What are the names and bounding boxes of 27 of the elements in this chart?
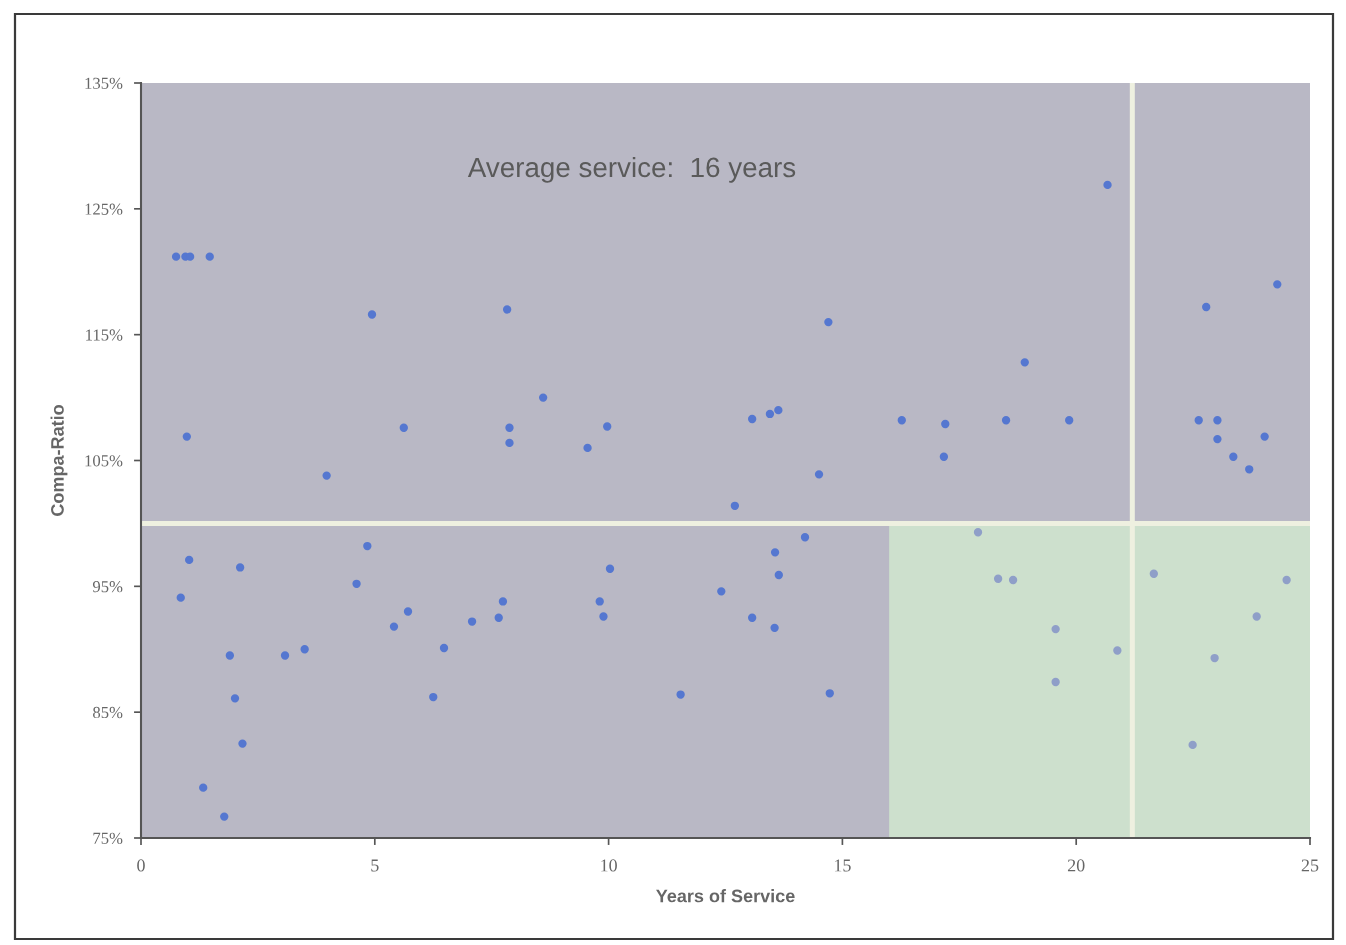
point — [1252, 612, 1261, 621]
x-tick-label: 25 — [1301, 859, 1319, 872]
x-tick-label: 0 — [137, 859, 145, 872]
point — [1282, 575, 1291, 585]
x-tick-label: 5 — [371, 859, 379, 872]
y-tick-label: 125% — [85, 203, 123, 215]
x-tick-label: 10 — [601, 859, 617, 872]
point — [1188, 740, 1197, 750]
point — [1051, 677, 1060, 687]
y-tick-label: 75% — [93, 832, 123, 844]
point — [973, 528, 983, 537]
y-axis-title: Compa-Ratio — [50, 405, 68, 516]
y-tick-label: 115% — [86, 329, 123, 341]
y-tick-label: 135% — [85, 77, 123, 89]
x-tick-label: 20 — [1067, 859, 1085, 872]
x-axis-title: Years of Service — [656, 889, 795, 903]
point — [1008, 575, 1018, 585]
point — [1113, 646, 1122, 655]
x-tick-label: 15 — [834, 859, 851, 872]
point — [1149, 569, 1158, 578]
y-tick-label: 95% — [92, 581, 123, 593]
y-tick-label: 105% — [85, 455, 123, 467]
y-tick-label: 85% — [93, 706, 123, 719]
point — [1210, 653, 1219, 663]
annotation: Average service: 16 years — [467, 156, 796, 183]
point — [993, 574, 1003, 583]
point — [1051, 624, 1060, 634]
